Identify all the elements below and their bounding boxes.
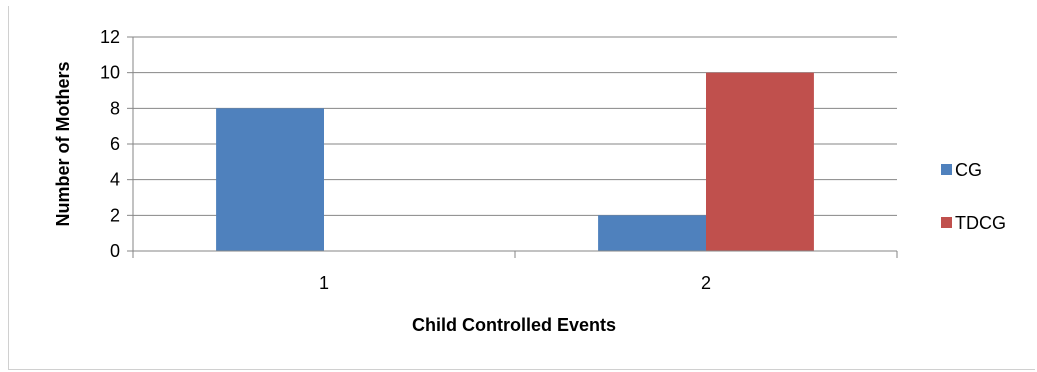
- bar-cg-2: [598, 215, 706, 251]
- y-tick-label: 10: [100, 63, 120, 83]
- y-tick-label: 4: [110, 170, 120, 190]
- y-axis-title: Number of Mothers: [53, 61, 73, 226]
- bar-tdcg-2: [706, 72, 814, 252]
- legend-label-tdcg: TDCG: [955, 213, 1006, 233]
- y-tick-label: 2: [110, 205, 120, 225]
- y-tick-label: 8: [110, 98, 120, 118]
- x-tick-label: 1: [319, 273, 329, 293]
- axes: [127, 36, 898, 258]
- y-tick-label: 0: [110, 241, 120, 261]
- bar-cg-1: [216, 108, 324, 251]
- legend: CG TDCG: [941, 160, 1006, 233]
- x-axis-title: Child Controlled Events: [412, 315, 616, 335]
- y-tick-label: 6: [110, 134, 120, 154]
- legend-label-cg: CG: [955, 160, 982, 180]
- y-tick-label: 12: [100, 27, 120, 47]
- x-tick-label: 2: [701, 273, 711, 293]
- legend-swatch-tdcg: [941, 217, 952, 228]
- legend-swatch-cg: [941, 164, 952, 175]
- bars: [216, 72, 814, 252]
- chart-frame: [8, 6, 1035, 370]
